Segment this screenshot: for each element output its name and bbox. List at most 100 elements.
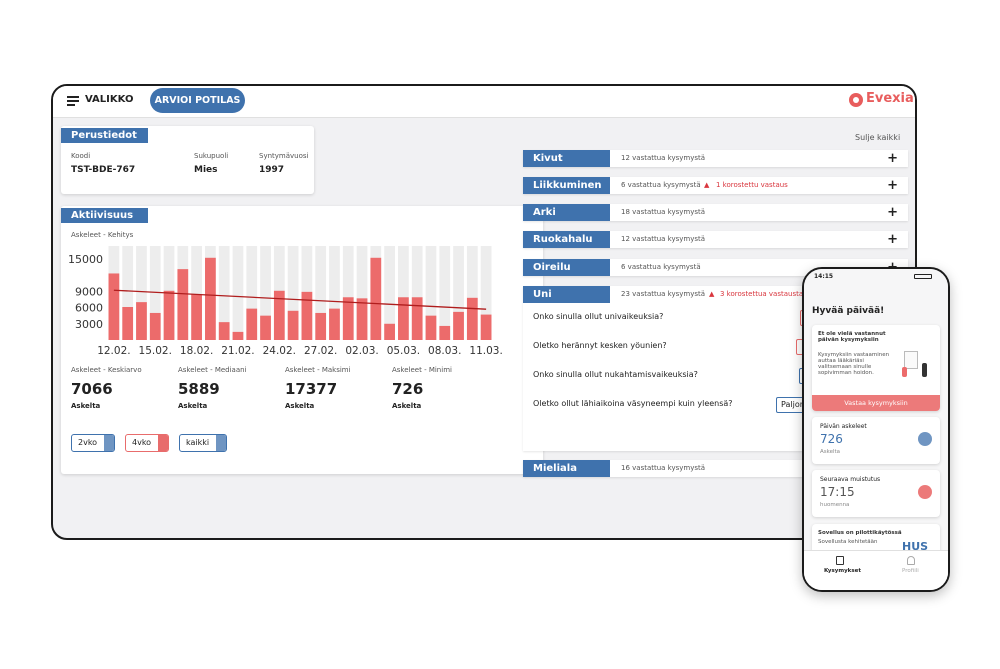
field-label: Sukupuoli — [194, 152, 229, 160]
basic-info-card: Perustiedot Koodi TST-BDE-767 Sukupuoli … — [61, 126, 314, 194]
chart-bar — [232, 331, 244, 340]
chart-bar — [149, 312, 161, 340]
footsteps-icon — [918, 432, 932, 446]
tab-questions[interactable]: Kysymykset — [824, 568, 861, 574]
questionnaire-row-kivut[interactable]: Kivut 12 vastattua kysymystä + — [523, 150, 908, 167]
basic-info-title: Perustiedot — [61, 128, 148, 143]
chart-bar — [163, 290, 175, 340]
row-title: Liikkuminen — [523, 177, 610, 194]
field-label: Syntymävuosi — [259, 152, 309, 160]
bar-background — [398, 246, 409, 340]
phone-tab-bar: Kysymykset Profiili — [804, 550, 948, 590]
bar-background — [136, 246, 147, 340]
expand-plus-icon[interactable]: + — [887, 232, 898, 247]
question-text: Onko sinulla ollut nukahtamisvaikeuksia? — [533, 370, 698, 379]
field-value: TST-BDE-767 — [71, 165, 136, 175]
chart-bar — [136, 302, 147, 340]
range-label: 2vko — [78, 438, 98, 447]
chart-bar — [329, 308, 340, 340]
tab-profile[interactable]: Profiili — [902, 568, 919, 574]
x-tick-label: 15.02. — [139, 345, 172, 357]
row-title[interactable]: Uni — [523, 286, 610, 303]
bar-background — [260, 246, 271, 340]
steps-bar-chart: 3000 6000 9000 15000 12.02. 15.02. 18.02. 21.02… — [68, 246, 503, 357]
steps-unit: Askelta — [820, 449, 841, 455]
bar-background — [453, 246, 464, 340]
range-all-button[interactable]: kaikki — [179, 434, 227, 452]
x-tick-label: 05.03. — [387, 345, 420, 357]
question-text: Onko sinulla ollut univaikeuksia? — [533, 312, 664, 321]
chart-bar — [177, 269, 189, 340]
bar-background — [149, 246, 161, 340]
stat-unit: Askelta — [285, 402, 315, 410]
row-title: Arki — [523, 204, 610, 221]
bar-background — [287, 246, 299, 340]
row-title: Mieliala — [523, 460, 610, 477]
row-title: Ruokahalu — [523, 231, 610, 248]
steps-card[interactable]: Päivän askeleet 726 Askelta — [812, 417, 940, 464]
phone-screen: 14:15 Hyvää päivää! Et ole vielä vastann… — [804, 269, 948, 590]
answer-questions-button[interactable]: Vastaa kysymyksiin — [812, 395, 940, 411]
row-count: 16 vastattua kysymystä — [621, 464, 706, 472]
bar-background — [439, 246, 451, 340]
close-all-link[interactable]: Sulje kaikki — [855, 133, 901, 142]
brand-heart-icon — [849, 93, 863, 107]
row-count: 6 vastattua kysymystä — [621, 263, 701, 271]
range-4vko-button[interactable]: 4vko — [125, 434, 169, 452]
x-tick-label: 02.03. — [345, 345, 378, 357]
chart-bar — [411, 297, 423, 340]
row-count: 18 vastattua kysymystä — [621, 208, 706, 216]
greeting: Hyvää päivää! — [812, 306, 885, 316]
chart-bar — [398, 297, 409, 340]
bar-background — [411, 246, 423, 340]
field-label: Koodi — [71, 152, 91, 160]
chart-bar — [191, 294, 202, 340]
chart-label: Askeleet - Kehitys — [71, 231, 134, 239]
bar-background — [342, 246, 354, 340]
reminder-time: 17:15 — [820, 485, 855, 499]
bar-background — [315, 246, 327, 340]
chart-bar — [301, 291, 313, 340]
tablet-frame: VALIKKO ARVIOI POTILAS Evexia Perustiedo… — [51, 84, 917, 540]
chart-bar — [453, 311, 464, 340]
y-tick-label: 3000 — [75, 318, 103, 331]
bell-icon — [918, 485, 932, 499]
menu-icon[interactable] — [67, 96, 79, 106]
expand-plus-icon[interactable]: + — [887, 151, 898, 166]
question-text: Oletko ollut lähiaikoina väsyneempi kuin… — [533, 399, 733, 408]
chart-bar — [218, 322, 230, 340]
expand-plus-icon[interactable]: + — [887, 205, 898, 220]
field-value: 1997 — [259, 165, 285, 175]
trend-line — [113, 289, 487, 310]
phone-frame: 14:15 Hyvää päivää! Et ole vielä vastann… — [802, 267, 950, 592]
prompt-card: Et ole vielä vastannut päivän kysymyksii… — [812, 325, 940, 411]
reminder-card[interactable]: Seuraava muistutus 17:15 huomenna — [812, 470, 940, 517]
range-2vko-button[interactable]: 2vko — [71, 434, 115, 452]
alert-icon: ▲ — [709, 290, 715, 298]
brand-logo: Evexia — [866, 91, 914, 106]
questionnaire-row-arki[interactable]: Arki 18 vastattua kysymystä + — [523, 204, 908, 221]
stat-value: 726 — [392, 380, 424, 398]
stat-value: 5889 — [178, 380, 220, 398]
chart-bar — [315, 312, 327, 340]
alert-icon: ▲ — [704, 181, 710, 189]
menu-label[interactable]: VALIKKO — [85, 94, 134, 105]
questionnaire-row-ruokahalu[interactable]: Ruokahalu 12 vastattua kysymystä + — [523, 231, 908, 248]
assess-patient-button[interactable]: ARVIOI POTILAS — [150, 88, 245, 113]
stat-label: Askeleet - Keskiarvo — [71, 366, 142, 374]
row-count: 12 vastattua kysymystä — [621, 235, 706, 243]
expand-plus-icon[interactable]: + — [887, 178, 898, 193]
profile-icon — [907, 556, 915, 565]
reminder-sub: huomenna — [820, 502, 850, 508]
row-count: 23 vastattua kysymystä — [621, 290, 706, 298]
x-tick-label: 12.02. — [97, 345, 130, 357]
hus-logo: HUS — [902, 540, 929, 553]
pilot-body: Sovellusta kehitetään — [818, 539, 878, 545]
x-tick-label: 21.02. — [221, 345, 254, 357]
questionnaire-row-liikkuminen[interactable]: Liikkuminen 6 vastattua kysymystä ▲ 1 ko… — [523, 177, 908, 194]
status-time: 14:15 — [814, 273, 834, 280]
chart-bar — [425, 315, 437, 340]
question-text: Oletko herännyt kesken yöunien? — [533, 341, 667, 350]
row-count: 12 vastattua kysymystä — [621, 154, 706, 162]
bar-background — [232, 246, 244, 340]
